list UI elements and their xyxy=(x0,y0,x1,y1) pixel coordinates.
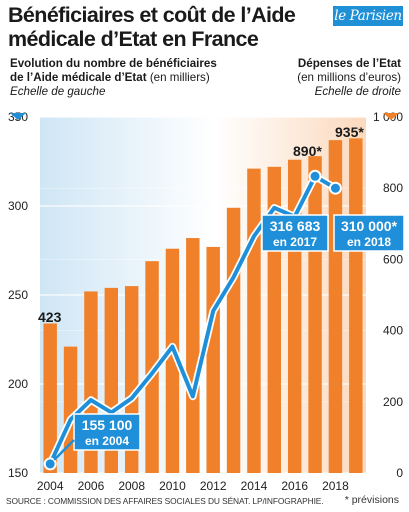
bar-2011 xyxy=(186,238,200,473)
y-right-tick-4: 800 xyxy=(383,181,403,195)
le-parisien-logo: le Parisien xyxy=(333,6,403,26)
line-point-2004 xyxy=(43,457,57,471)
callout-2018-year: en 2018 xyxy=(347,235,391,249)
y-left-tick-250: 250 xyxy=(8,288,28,302)
bar-2012 xyxy=(206,246,220,473)
right-axis-triangle xyxy=(383,113,399,120)
callout-2017-year: en 2017 xyxy=(273,235,317,249)
bar-label-2004: 423 xyxy=(38,309,62,325)
x-tick-2008: 2008 xyxy=(118,479,145,493)
legend-left-scale: Echelle de gauche xyxy=(10,85,106,98)
callout-2018-box xyxy=(333,214,405,252)
source-note: SOURCE : COMMISSION DES AFFAIRES SOCIALE… xyxy=(6,496,324,506)
y-left-tick-300: 300 xyxy=(8,199,28,213)
x-tick-2014: 2014 xyxy=(241,479,268,493)
x-tick-2016: 2016 xyxy=(281,479,308,493)
x-tick-2006: 2006 xyxy=(78,479,105,493)
y-right-tick-2: 400 xyxy=(383,324,403,338)
x-tick-2004: 2004 xyxy=(37,479,64,493)
bar-label-2017: 890* xyxy=(293,143,322,159)
bar-2010 xyxy=(165,248,180,473)
bar-label-2018: 935* xyxy=(335,124,364,140)
bar-2004 xyxy=(43,323,57,473)
legend-right: Dépenses de l’Etat (en millions d’euros)… xyxy=(297,57,401,99)
bar-2009 xyxy=(145,261,159,473)
callout-2004-box xyxy=(73,413,141,451)
left-axis-triangle xyxy=(10,113,26,120)
line-point-2018 xyxy=(328,181,342,195)
legend-left-line1: Evolution du nombre de bénéficiaires xyxy=(10,57,217,70)
bar-2005 xyxy=(63,346,78,473)
line-point-2017 xyxy=(308,169,322,183)
callout-2004-value: 155 100 xyxy=(82,417,133,433)
legend-right-line2: (en millions d’euros) xyxy=(297,71,401,84)
legend-right-scale: Echelle de droite xyxy=(314,85,401,98)
y-left-tick-150: 150 xyxy=(8,466,28,480)
y-right-tick-3: 600 xyxy=(383,252,403,266)
bar-2013 xyxy=(226,207,241,473)
chart-title: Bénéficiaires et coût de l’Aide médicale… xyxy=(8,3,296,51)
line-beneficiaires xyxy=(48,174,338,466)
y-right-tick-0: 0 xyxy=(396,466,403,480)
callout-2004-year: en 2004 xyxy=(85,434,129,448)
bar-2019 xyxy=(349,138,363,474)
y-right-tick-1: 200 xyxy=(383,395,403,409)
bar-2017 xyxy=(308,156,322,473)
callout-2017-box xyxy=(261,214,329,252)
forecast-note: * prévisions xyxy=(344,494,399,506)
legend-left-line2: de l’Aide médicale d’Etat (en milliers) xyxy=(10,71,217,85)
bar-2014 xyxy=(247,168,261,473)
callout-2004-connector xyxy=(53,439,75,461)
x-tick-2010: 2010 xyxy=(159,479,186,493)
legend-left-line2-bold: de l’Aide médicale d’Etat xyxy=(10,71,147,84)
legend-right-line1: Dépenses de l’Etat xyxy=(297,57,401,70)
legend-left: Evolution du nombre de bénéficiaires de … xyxy=(10,57,217,99)
x-tick-2018: 2018 xyxy=(322,479,349,493)
callout-2018-value: 310 000* xyxy=(341,218,398,234)
callout-2017-value: 316 683 xyxy=(270,218,321,234)
legend-left-unit: (en milliers) xyxy=(146,71,210,84)
y-left-tick-200: 200 xyxy=(8,377,28,391)
x-tick-2012: 2012 xyxy=(200,479,227,493)
